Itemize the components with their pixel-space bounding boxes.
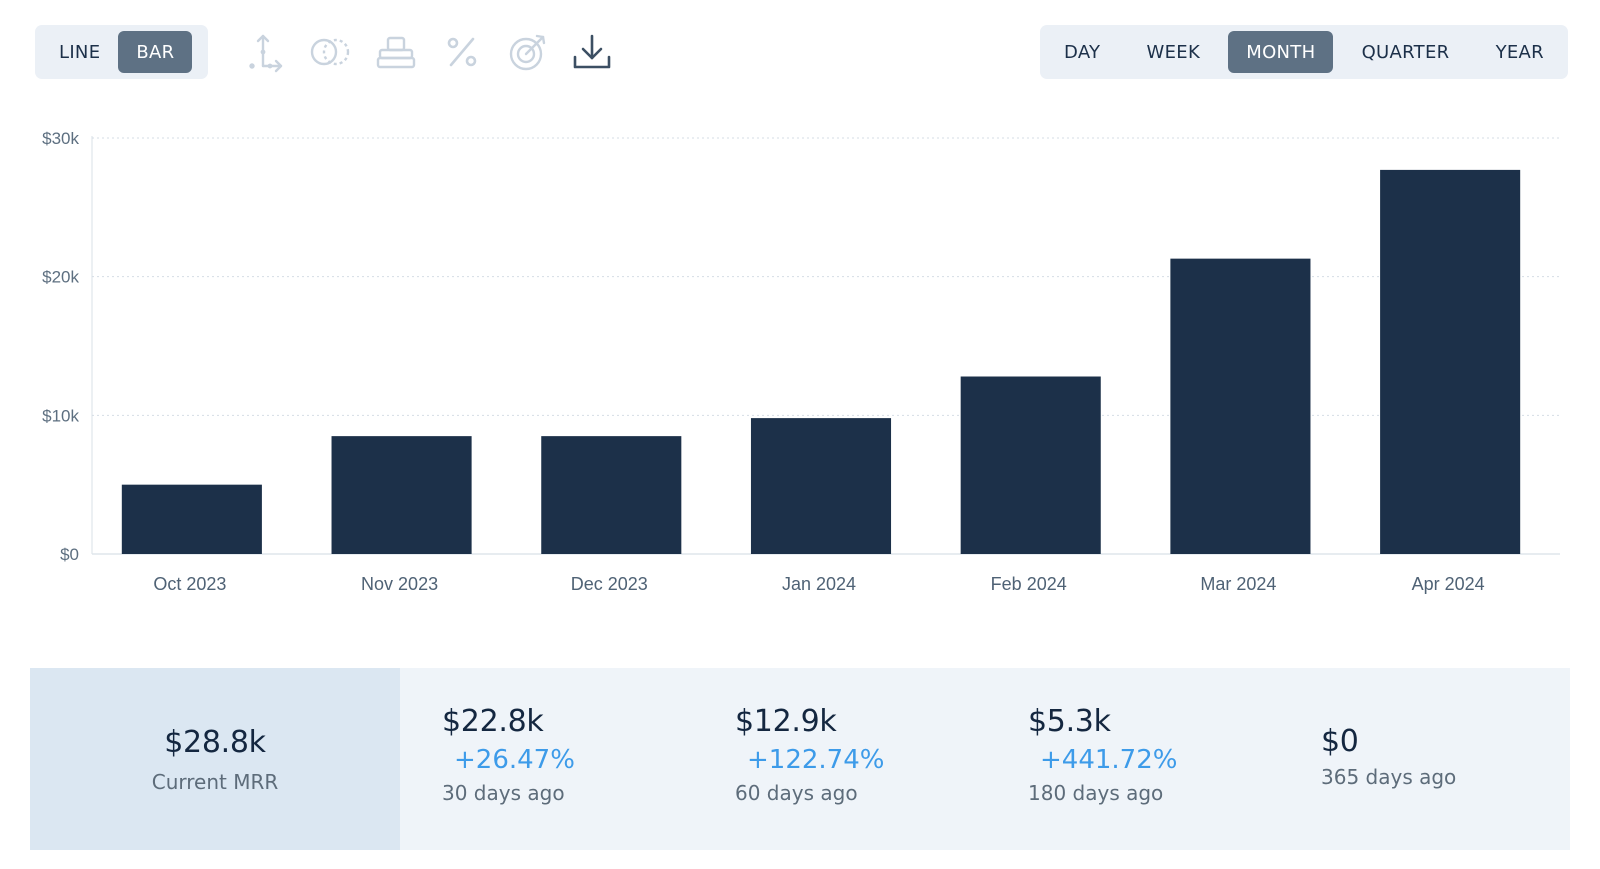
interval-day-button[interactable]: DAY <box>1064 41 1101 63</box>
interval-week-button[interactable]: WEEK <box>1146 41 1201 63</box>
x-tick-label: Dec 2023 <box>571 574 648 594</box>
x-tick-label: Mar 2024 <box>1200 574 1276 594</box>
bar[interactable] <box>541 436 682 554</box>
y-tick-label: $20k <box>42 268 79 287</box>
current-mrr-label: Current MRR <box>151 769 279 794</box>
stat-60-days: $12.9k +122.74% 60 days ago <box>735 668 884 850</box>
mrr-bar-chart: $0 $10k $20k $30k Oct 2023 Nov 2023 Dec 2023 Ja… <box>42 129 1560 594</box>
x-tick-label: Apr 2024 <box>1412 574 1485 594</box>
axis-icon[interactable] <box>243 30 287 74</box>
x-tick-label: Feb 2024 <box>991 574 1067 594</box>
bar[interactable] <box>331 436 472 554</box>
stat-value: $0 <box>1321 724 1359 759</box>
chart-type-toggle: LINE BAR <box>35 25 208 79</box>
y-tick-label: $10k <box>42 406 79 425</box>
bar[interactable] <box>750 418 892 554</box>
stat-value: $12.9k <box>735 704 837 739</box>
stat-change: +122.74% <box>747 745 885 775</box>
compare-icon[interactable] <box>308 30 352 74</box>
mrr-summary: $28.8k Current MRR $22.8k +26.47% 30 day… <box>30 668 1570 850</box>
stat-value: $22.8k <box>442 704 544 739</box>
y-tick-label: $0 <box>60 545 79 564</box>
stat-change: +26.47% <box>454 745 575 775</box>
bar[interactable] <box>121 484 262 554</box>
current-mrr-value: $28.8k <box>164 724 266 760</box>
stat-value: $5.3k <box>1028 704 1111 739</box>
bar[interactable] <box>1170 258 1311 554</box>
y-tick-label: $30k <box>42 129 79 148</box>
x-tick-label: Jan 2024 <box>782 574 856 594</box>
target-icon[interactable] <box>506 30 550 74</box>
stat-label: 30 days ago <box>442 781 565 805</box>
stat-30-days: $22.8k +26.47% 30 days ago <box>442 668 575 850</box>
bar-chart-button[interactable]: BAR <box>118 31 193 73</box>
interval-year-button[interactable]: YEAR <box>1495 41 1544 63</box>
x-tick-label: Nov 2023 <box>361 574 438 594</box>
stat-label: 60 days ago <box>735 781 858 805</box>
stat-label: 365 days ago <box>1321 765 1457 789</box>
interval-toggle: DAY WEEK MONTH QUARTER YEAR <box>1040 25 1568 79</box>
bar[interactable] <box>1380 169 1521 555</box>
interval-month-button[interactable]: MONTH <box>1228 31 1334 73</box>
x-tick-label: Oct 2023 <box>153 574 226 594</box>
stat-365-days: $0 365 days ago <box>1321 668 1456 850</box>
percent-icon[interactable] <box>440 30 484 74</box>
stat-180-days: $5.3k +441.72% 180 days ago <box>1028 668 1177 850</box>
stack-icon[interactable] <box>374 30 418 74</box>
stat-label: 180 days ago <box>1028 781 1164 805</box>
current-mrr-card: $28.8k Current MRR <box>30 668 400 850</box>
stat-change: +441.72% <box>1040 745 1178 775</box>
interval-quarter-button[interactable]: QUARTER <box>1361 41 1450 63</box>
download-icon[interactable] <box>570 30 614 74</box>
line-chart-button[interactable]: LINE <box>59 41 101 63</box>
bar[interactable] <box>960 376 1101 554</box>
